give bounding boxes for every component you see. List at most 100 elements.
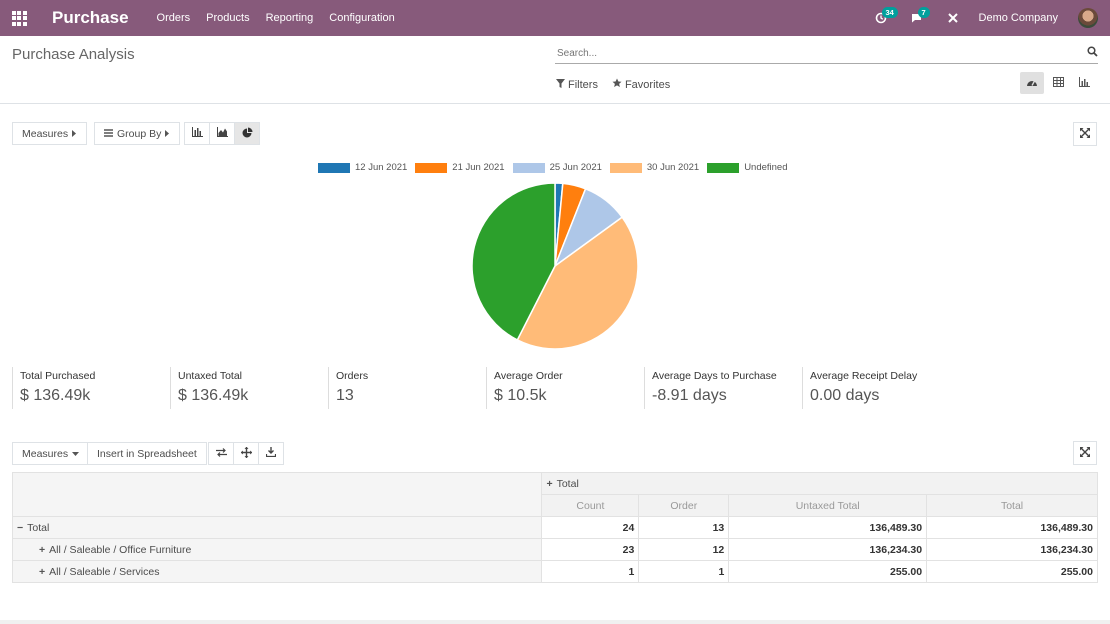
row-header-office-furniture[interactable]: + All / Saleable / Office Furniture bbox=[11, 538, 543, 561]
flip-axis-button[interactable] bbox=[208, 442, 234, 465]
line-chart-button[interactable] bbox=[209, 122, 235, 145]
plus-icon: + bbox=[546, 477, 553, 490]
filters-button[interactable]: Filters bbox=[556, 78, 598, 91]
search-bar bbox=[555, 44, 1098, 64]
table-cell[interactable]: 136,489.30 bbox=[728, 516, 928, 539]
row-header-label: All / Saleable / Office Furniture bbox=[49, 543, 192, 556]
table-cell[interactable]: 24 bbox=[541, 516, 640, 539]
pie-chart bbox=[471, 182, 639, 350]
search-icon[interactable] bbox=[1087, 46, 1098, 60]
messages-icon[interactable]: 7 bbox=[907, 7, 930, 28]
plus-icon: + bbox=[39, 543, 46, 556]
graph-measures-label: Measures bbox=[22, 127, 69, 140]
kpi-untaxed-total[interactable]: Untaxed Total $ 136.49k bbox=[170, 367, 328, 409]
pie-chart-button[interactable] bbox=[234, 122, 260, 145]
measure-header-count[interactable]: Count bbox=[541, 494, 640, 517]
user-avatar[interactable] bbox=[1078, 8, 1098, 28]
pivot-actions-group bbox=[208, 442, 284, 465]
expand-icon bbox=[1080, 446, 1090, 460]
pie-slice-30-jun-2021[interactable] bbox=[516, 216, 639, 350]
top-navbar: Purchase Orders Products Reporting Confi… bbox=[0, 0, 1110, 36]
kpi-average-days-to-purchase[interactable]: Average Days to Purchase -8.91 days bbox=[644, 367, 802, 409]
measure-header-total[interactable]: Total bbox=[926, 494, 1098, 517]
caret-down-icon bbox=[72, 448, 80, 460]
kpi-value: $ 136.49k bbox=[20, 387, 91, 404]
debug-tools-icon[interactable] bbox=[943, 8, 963, 28]
company-switcher[interactable]: Demo Company bbox=[978, 12, 1058, 24]
measure-header-order[interactable]: Order bbox=[638, 494, 730, 517]
legend-swatch bbox=[318, 162, 350, 173]
insert-in-spreadsheet-button[interactable]: Insert in Spreadsheet bbox=[87, 442, 207, 465]
pivot-measures-label: Measures bbox=[22, 447, 69, 460]
table-row: + All / Saleable / Services 1 1 255.00 25… bbox=[11, 560, 1098, 583]
menu-orders[interactable]: Orders bbox=[156, 12, 191, 24]
legend-label: 30 Jun 2021 bbox=[646, 162, 700, 173]
kpi-value: $ 136.49k bbox=[178, 387, 249, 404]
group-by-button[interactable]: Group By bbox=[94, 122, 181, 145]
kpi-label: Orders bbox=[336, 370, 369, 382]
apps-menu-icon[interactable] bbox=[0, 0, 38, 36]
kpi-orders[interactable]: Orders 13 bbox=[328, 367, 486, 409]
legend-item[interactable]: Undefined bbox=[707, 162, 788, 173]
table-cell[interactable]: 136,234.30 bbox=[728, 538, 928, 561]
filters-label: Filters bbox=[568, 78, 598, 91]
row-header-total[interactable]: − Total bbox=[11, 516, 543, 539]
expand-all-button[interactable] bbox=[233, 442, 259, 465]
table-cell[interactable]: 136,489.30 bbox=[926, 516, 1098, 539]
download-button[interactable] bbox=[258, 442, 284, 465]
favorites-button[interactable]: Favorites bbox=[612, 78, 670, 91]
dashboard-view-button[interactable] bbox=[1020, 72, 1044, 94]
plus-icon: + bbox=[39, 565, 46, 578]
legend-item[interactable]: 30 Jun 2021 bbox=[609, 162, 700, 173]
row-header-label: Total bbox=[27, 521, 50, 534]
measure-header-untaxed-total[interactable]: Untaxed Total bbox=[728, 494, 928, 517]
row-header-services[interactable]: + All / Saleable / Services bbox=[11, 560, 543, 583]
area-chart-icon bbox=[216, 127, 228, 140]
graph-measures-button[interactable]: Measures bbox=[12, 122, 88, 145]
pivot-measures-button[interactable]: Measures bbox=[12, 442, 90, 465]
expand-graph-button[interactable] bbox=[1073, 122, 1097, 146]
expand-pivot-button[interactable] bbox=[1073, 441, 1097, 465]
activity-icon[interactable]: 34 bbox=[871, 7, 898, 28]
download-icon bbox=[265, 447, 277, 460]
list-icon bbox=[104, 128, 113, 140]
kpi-average-order[interactable]: Average Order $ 10.5k bbox=[486, 367, 644, 409]
table-cell[interactable]: 12 bbox=[638, 538, 730, 561]
kpi-label: Average Order bbox=[494, 370, 563, 382]
table-cell[interactable]: 255.00 bbox=[926, 560, 1098, 583]
graph-view-button[interactable] bbox=[1072, 72, 1096, 94]
app-brand[interactable]: Purchase bbox=[52, 8, 129, 27]
kpi-average-receipt-delay[interactable]: Average Receipt Delay 0.00 days bbox=[802, 367, 960, 409]
legend-item[interactable]: 25 Jun 2021 bbox=[512, 162, 602, 173]
kpi-value: 0.00 days bbox=[810, 387, 880, 404]
table-cell[interactable]: 1 bbox=[541, 560, 640, 583]
pie-slice-undefined[interactable] bbox=[471, 182, 556, 341]
caret-right-icon bbox=[165, 128, 170, 140]
legend-swatch bbox=[707, 162, 740, 173]
table-cell[interactable]: 23 bbox=[541, 538, 640, 561]
table-cell[interactable]: 255.00 bbox=[728, 560, 928, 583]
search-input[interactable] bbox=[555, 44, 1075, 62]
expand-icon bbox=[1080, 127, 1090, 141]
pivot-col-header-total[interactable]: + Total bbox=[541, 472, 1098, 495]
legend-item[interactable]: 12 Jun 2021 bbox=[318, 162, 407, 173]
kpi-total-purchased[interactable]: Total Purchased $ 136.49k bbox=[12, 367, 170, 409]
menu-configuration[interactable]: Configuration bbox=[329, 12, 395, 24]
page-title: Purchase Analysis bbox=[12, 46, 135, 63]
menu-products[interactable]: Products bbox=[206, 12, 250, 24]
pivot-corner-cell bbox=[11, 472, 543, 517]
bar-chart-button[interactable] bbox=[184, 122, 210, 145]
kpi-label: Total Purchased bbox=[20, 370, 96, 382]
caret-right-icon bbox=[72, 128, 77, 140]
arrows-icon bbox=[240, 446, 252, 461]
menu-reporting[interactable]: Reporting bbox=[265, 12, 314, 24]
legend-label: 12 Jun 2021 bbox=[355, 162, 408, 173]
table-cell[interactable]: 136,234.30 bbox=[926, 538, 1098, 561]
table-cell[interactable]: 13 bbox=[638, 516, 730, 539]
legend-item[interactable]: 21 Jun 2021 bbox=[415, 162, 505, 173]
table-cell[interactable]: 1 bbox=[638, 560, 730, 583]
table-row: + All / Saleable / Office Furniture 23 12… bbox=[11, 538, 1098, 561]
pivot-view-button[interactable] bbox=[1046, 72, 1070, 94]
bar-chart-icon bbox=[1078, 76, 1090, 90]
kpi-value: 13 bbox=[336, 387, 354, 404]
